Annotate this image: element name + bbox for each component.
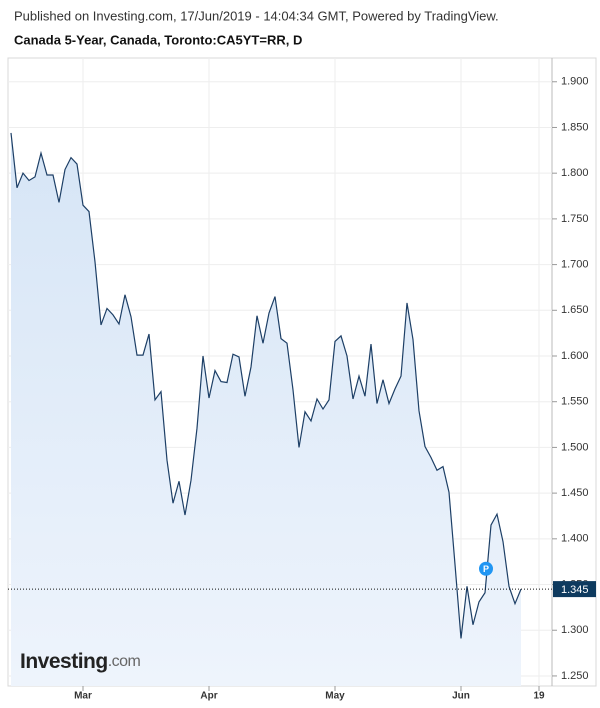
y-tick-label: 1.600 [561,350,589,362]
logo-suffix: .com [108,653,141,670]
y-tick-label: 1.750 [561,213,589,225]
y-tick-label: 1.700 [561,258,589,270]
marker-dot [479,561,493,576]
x-tick-label: Mar [74,691,92,702]
y-tick-label: 1.650 [561,304,589,316]
published-note: Published on Investing.com, 17/Jun/2019 … [14,8,499,23]
x-tick-label: 19 [533,691,545,702]
x-tick-label: May [325,691,345,702]
x-tick-label: Jun [452,691,470,702]
last-price-label: 1.345 [561,584,589,596]
area-fill [11,132,521,687]
y-tick-label: 1.400 [561,533,589,545]
y-tick-label: 1.900 [561,76,589,88]
y-tick-label: 1.550 [561,396,589,408]
y-tick-label: 1.500 [561,441,589,453]
x-tick-label: Apr [200,691,217,702]
price-line [10,132,522,639]
logo: Investing.com [20,650,141,673]
marker-label: P [483,564,489,574]
y-tick-label: 1.850 [561,121,589,133]
logo-name: Investing [20,650,108,673]
y-tick-label: 1.250 [561,670,589,682]
chart-title: Canada 5-Year, Canada, Toronto:CA5YT=RR,… [14,32,302,47]
y-tick-label: 1.800 [561,167,589,179]
y-tick-label: 1.300 [561,624,589,636]
y-tick-label: 1.450 [561,487,589,499]
last-price-box [553,581,596,598]
